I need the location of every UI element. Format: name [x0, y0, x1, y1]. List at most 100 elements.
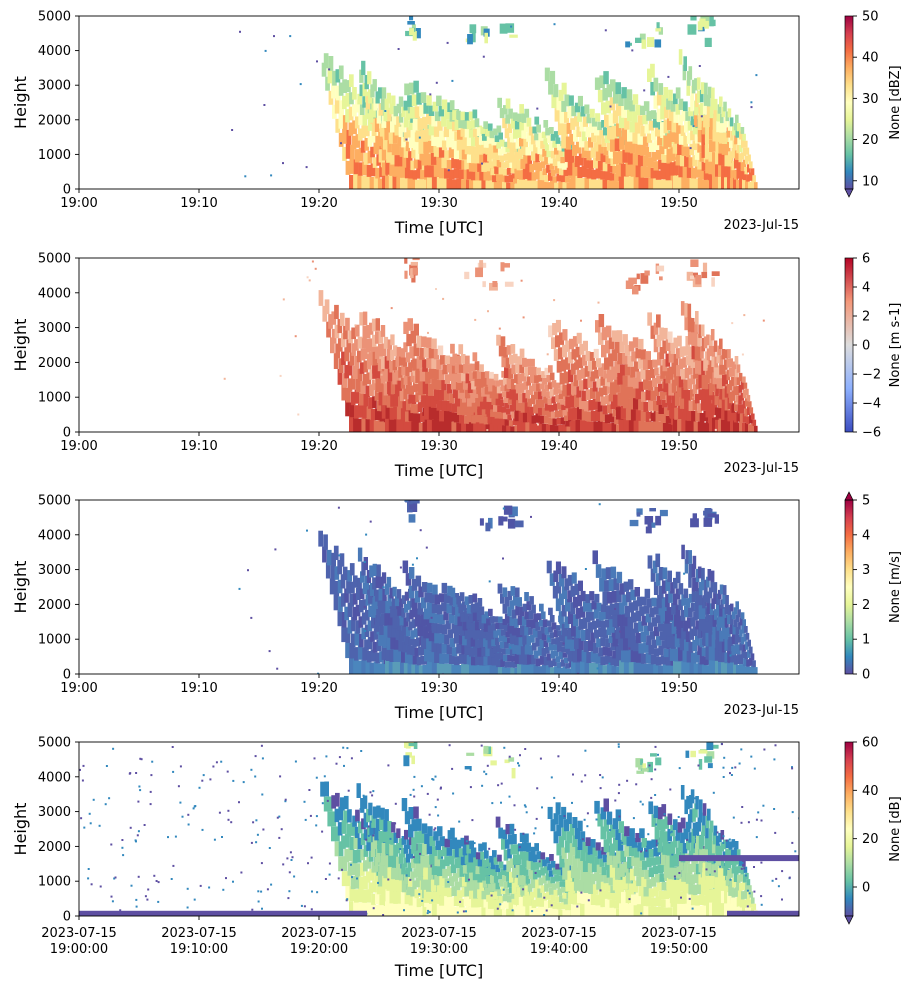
echo-cell	[529, 596, 534, 605]
echo-cell	[461, 128, 466, 137]
echo-cell	[297, 414, 299, 416]
echo-cell	[628, 398, 634, 409]
echo-cell	[499, 412, 504, 419]
echo-cell	[471, 172, 476, 181]
echo-cell	[408, 422, 412, 432]
echo-cell	[647, 37, 654, 47]
echo-cell	[580, 320, 582, 322]
echo-cell	[635, 38, 641, 43]
echo-cell	[395, 155, 399, 166]
echo-cell	[708, 569, 712, 581]
echo-cell	[550, 667, 555, 674]
echo-cell	[578, 96, 583, 106]
echo-cell	[639, 177, 645, 189]
echo-cell	[424, 649, 430, 662]
echo-cell	[701, 325, 705, 337]
echo-cell	[460, 592, 465, 601]
echo-cell	[512, 834, 517, 844]
echo-cell	[720, 585, 724, 595]
echo-cell	[594, 179, 599, 189]
echo-cell	[473, 110, 478, 119]
echo-cell	[413, 413, 417, 423]
echo-cell	[677, 336, 682, 347]
colorbar-extend-min	[845, 189, 853, 197]
echo-cell	[415, 665, 419, 674]
echo-cell	[621, 651, 627, 663]
echo-cell	[342, 871, 347, 886]
echo-cell	[585, 568, 587, 570]
echo-cell	[397, 407, 401, 420]
echo-cell	[710, 118, 714, 130]
echo-cell	[451, 907, 457, 916]
echo-cell	[598, 161, 603, 170]
echo-cell	[590, 109, 595, 118]
echo-cell	[342, 129, 347, 144]
colorbar-tick-label: 2	[862, 310, 870, 325]
echo-cell	[639, 421, 645, 432]
echo-cell	[589, 591, 594, 600]
echo-cell	[484, 868, 489, 876]
echo-cell	[352, 861, 357, 875]
echo-cell	[439, 168, 445, 179]
echo-cell	[606, 567, 612, 579]
echo-cell	[402, 798, 408, 811]
echo-cell	[467, 154, 472, 163]
echo-cell	[383, 866, 387, 879]
echo-cell	[523, 896, 528, 906]
echo-cell	[344, 796, 349, 809]
echo-cell	[673, 661, 678, 674]
echo-cell	[680, 639, 685, 651]
echo-cell	[635, 144, 641, 155]
echo-cell	[363, 796, 367, 809]
echo-cell	[754, 667, 758, 674]
echo-cell	[719, 132, 723, 143]
echo-cell	[384, 110, 386, 112]
echo-cell	[396, 662, 400, 674]
echo-cell	[687, 167, 692, 178]
x-tick-label: 19:20	[300, 681, 337, 696]
echo-cell	[736, 130, 740, 137]
echo-cell	[553, 299, 555, 301]
echo-cell	[327, 550, 332, 566]
echo-cell	[474, 319, 476, 321]
echo-cell	[712, 647, 716, 661]
x-tick-label: 19:00	[60, 196, 97, 211]
echo-cell	[735, 356, 739, 364]
echo-cell	[519, 655, 524, 665]
echo-cell	[553, 84, 558, 97]
echo-cell	[527, 118, 532, 127]
echo-cell	[413, 81, 419, 93]
echo-cell	[603, 180, 608, 189]
echo-cell	[538, 408, 543, 416]
echo-cell	[401, 366, 405, 376]
echo-cell	[400, 567, 402, 569]
echo-cell	[420, 656, 424, 665]
echo-cell	[709, 403, 713, 417]
echo-cell	[690, 276, 694, 280]
echo-cell	[540, 627, 545, 634]
echo-cell	[520, 851, 525, 859]
x-tick-label: 19:40	[540, 196, 577, 211]
echo-cell	[353, 575, 358, 587]
echo-cell	[631, 409, 637, 420]
echo-cell	[323, 534, 328, 550]
echo-cell	[494, 166, 499, 174]
echo-cell	[621, 164, 627, 177]
echo-cell	[396, 828, 400, 838]
echo-cell	[571, 420, 576, 432]
echo-cell	[694, 178, 699, 189]
echo-cell	[667, 635, 672, 648]
echo-cell	[556, 138, 561, 144]
echo-cell	[529, 422, 534, 432]
echo-cell	[714, 99, 718, 110]
echo-cell	[708, 513, 716, 517]
echo-cell	[698, 421, 703, 432]
echo-cell	[429, 93, 431, 95]
echo-cell	[411, 819, 417, 831]
echo-cell	[510, 824, 515, 834]
echo-cell	[456, 665, 462, 674]
echo-cell	[452, 354, 457, 364]
echo-cell	[421, 92, 427, 103]
echo-cell	[358, 162, 363, 175]
echo-cell	[492, 159, 497, 167]
